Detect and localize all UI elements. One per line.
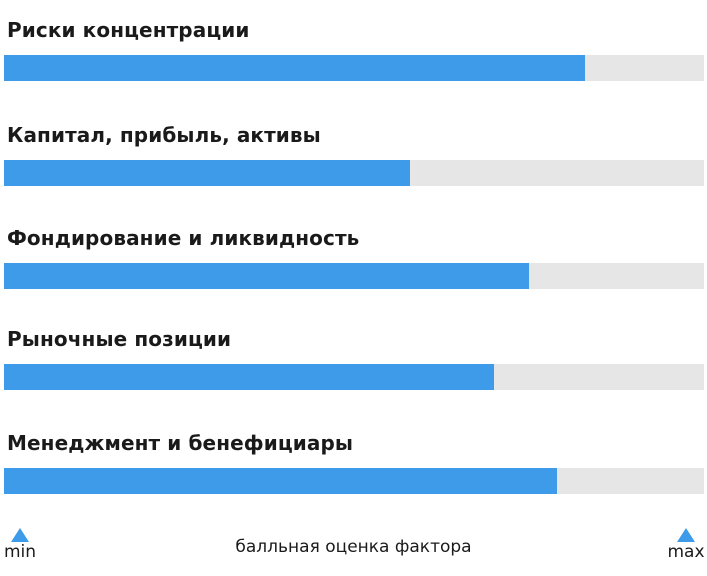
factor-label: Капитал, прибыль, активы xyxy=(7,123,321,147)
max-marker: max xyxy=(666,522,706,562)
score-scale: min балльная оценка фактора max xyxy=(0,522,707,576)
min-marker: min xyxy=(0,522,40,562)
triangle-up-icon xyxy=(11,528,29,542)
bar-fill xyxy=(4,468,557,494)
factor-label: Риски концентрации xyxy=(7,18,250,42)
factor-label: Менеджмент и бенефициары xyxy=(7,431,354,455)
bar-fill xyxy=(4,364,494,390)
min-label: min xyxy=(3,542,37,562)
bar-track xyxy=(4,364,704,390)
factor-label: Рыночные позиции xyxy=(7,327,232,351)
max-label: max xyxy=(667,542,705,562)
bar-track xyxy=(4,468,704,494)
bar-track xyxy=(4,160,704,186)
bar-track xyxy=(4,263,704,289)
triangle-up-icon xyxy=(677,528,695,542)
bar-fill xyxy=(4,160,410,186)
bar-track xyxy=(4,55,704,81)
bar-fill xyxy=(4,263,529,289)
scale-caption: балльная оценка фактора xyxy=(235,537,472,557)
factor-label: Фондирование и ликвидность xyxy=(7,226,360,250)
bar-fill xyxy=(4,55,585,81)
